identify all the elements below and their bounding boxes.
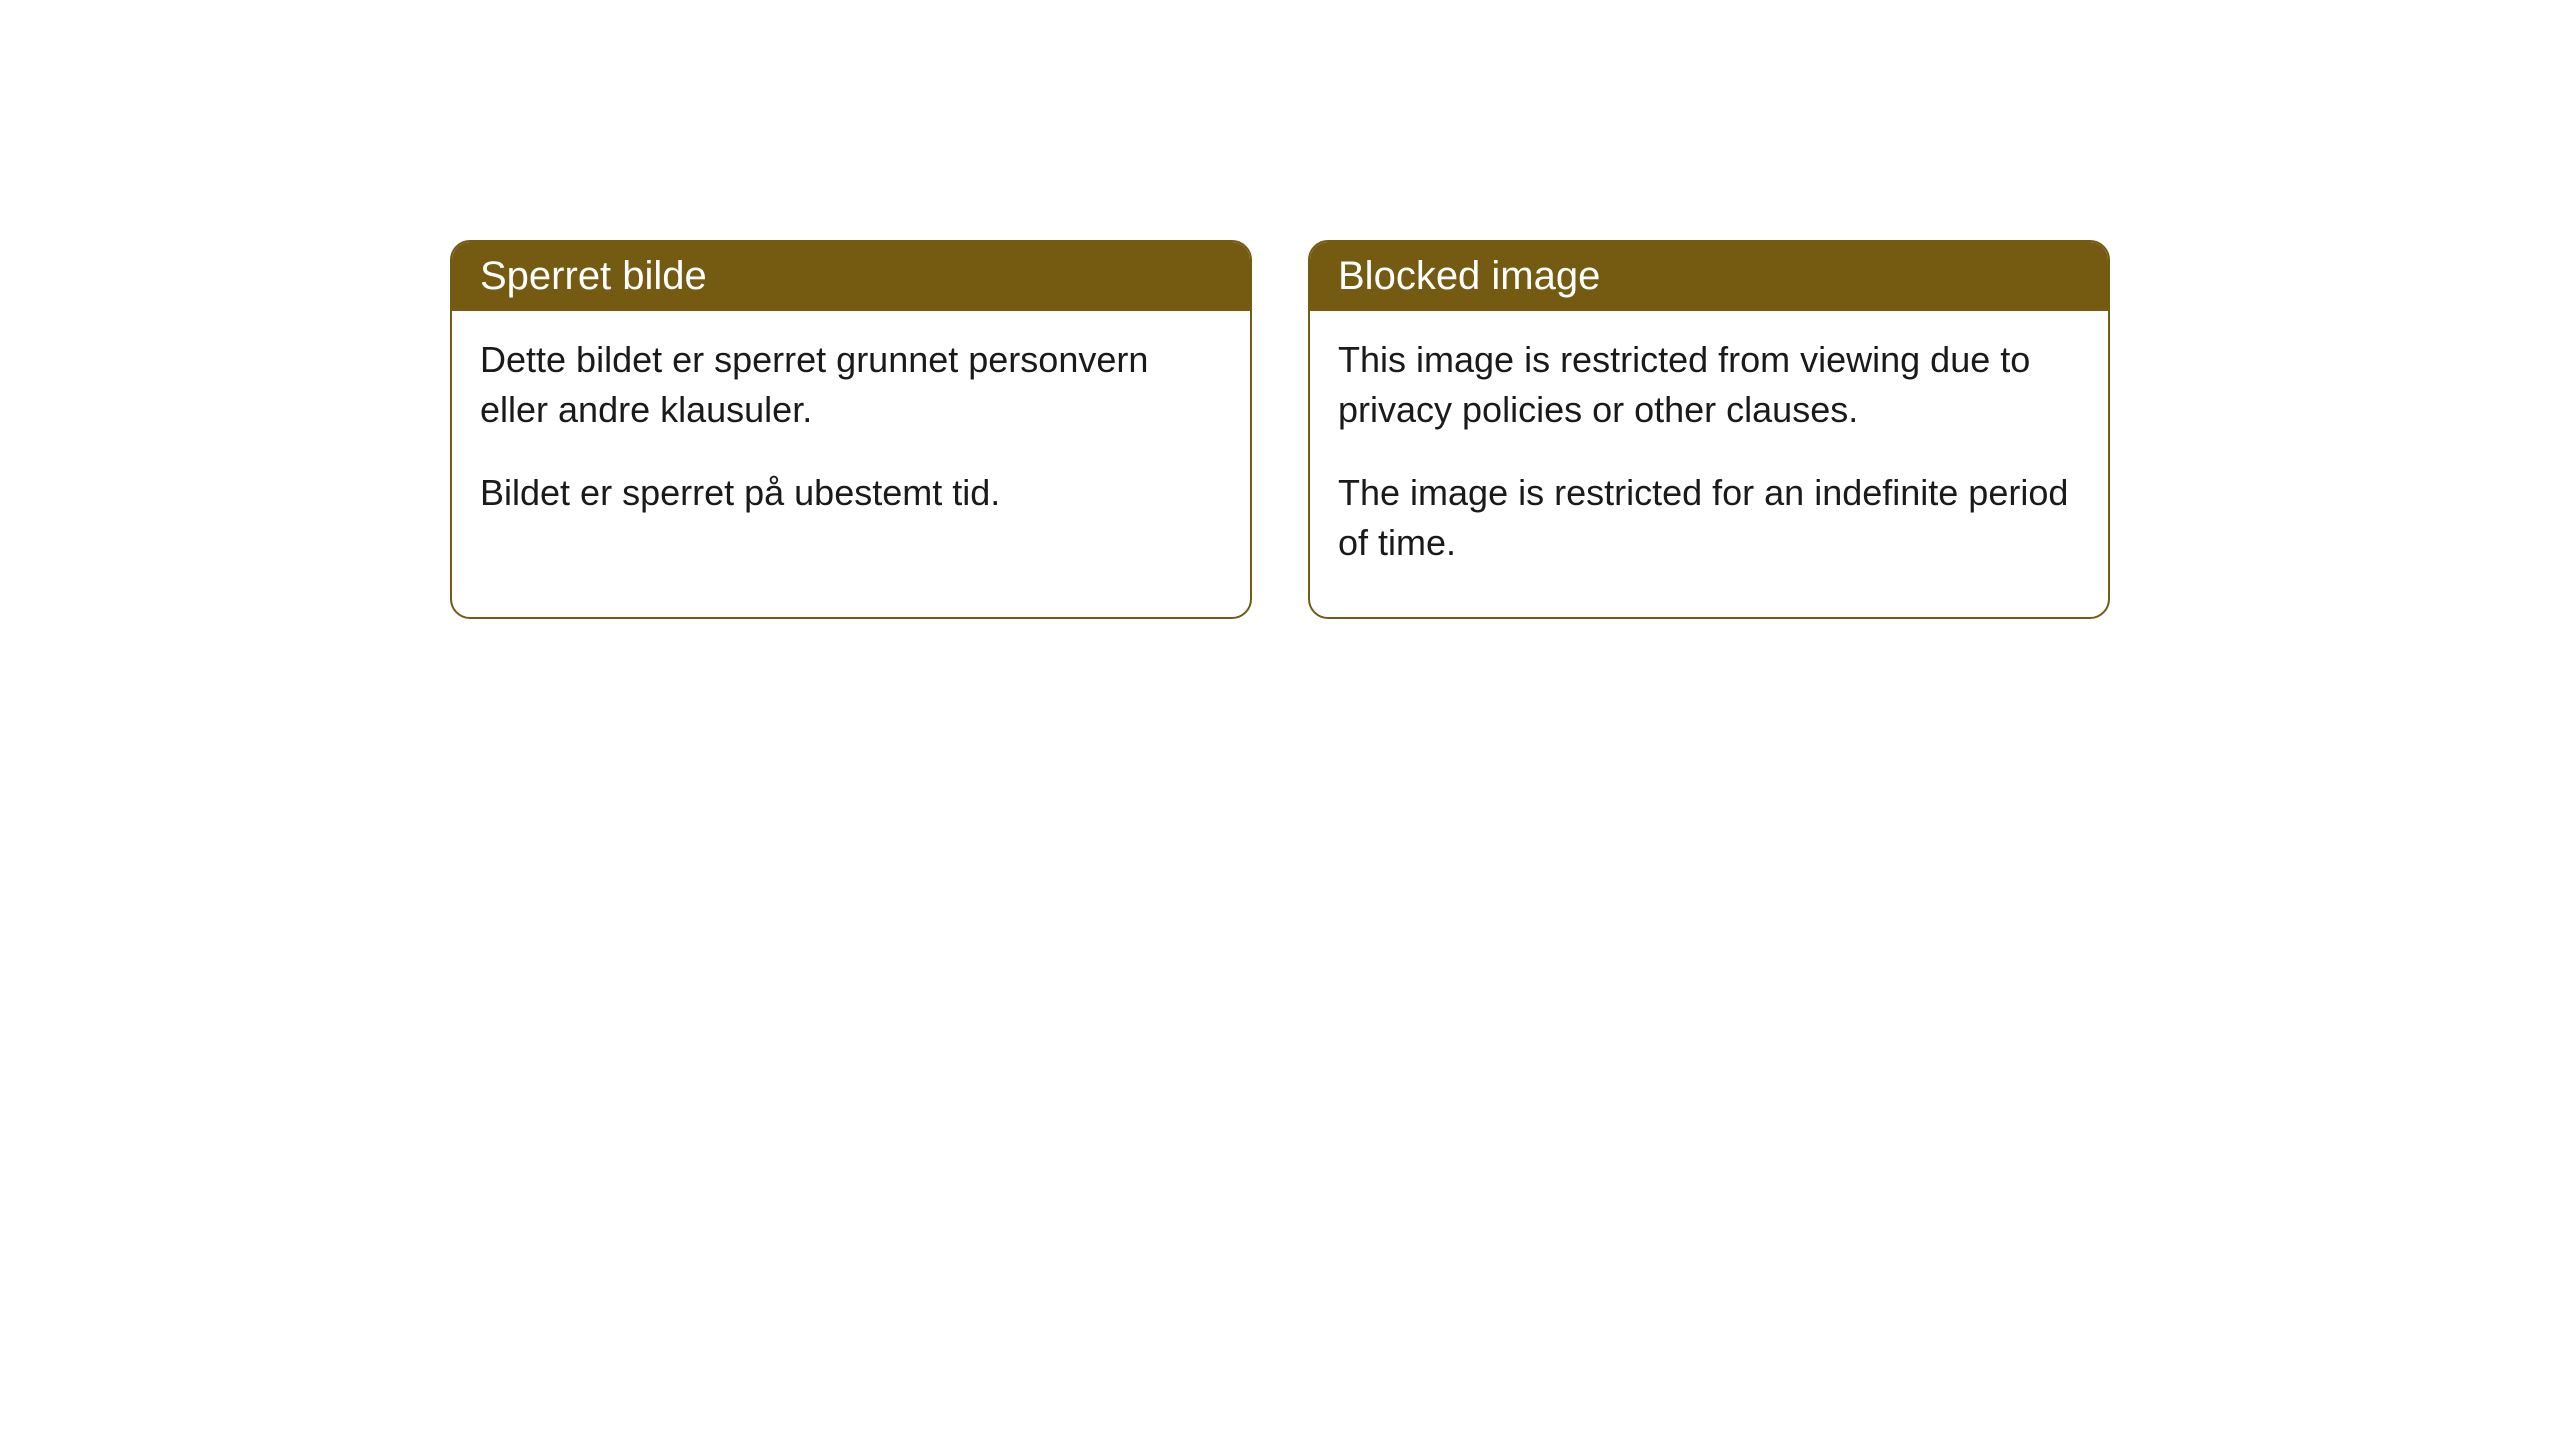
notice-card-norwegian: Sperret bilde Dette bildet er sperret gr… <box>450 240 1252 619</box>
notice-cards-container: Sperret bilde Dette bildet er sperret gr… <box>450 240 2110 619</box>
card-title: Blocked image <box>1338 254 1600 298</box>
card-body: This image is restricted from viewing du… <box>1310 311 2108 617</box>
card-paragraph-1: This image is restricted from viewing du… <box>1338 335 2080 436</box>
card-title: Sperret bilde <box>480 254 707 298</box>
card-paragraph-2: Bildet er sperret på ubestemt tid. <box>480 468 1222 518</box>
notice-card-english: Blocked image This image is restricted f… <box>1308 240 2110 619</box>
card-body: Dette bildet er sperret grunnet personve… <box>452 311 1250 566</box>
card-paragraph-1: Dette bildet er sperret grunnet personve… <box>480 335 1222 436</box>
card-header: Blocked image <box>1310 242 2108 311</box>
card-paragraph-2: The image is restricted for an indefinit… <box>1338 468 2080 569</box>
card-header: Sperret bilde <box>452 242 1250 311</box>
